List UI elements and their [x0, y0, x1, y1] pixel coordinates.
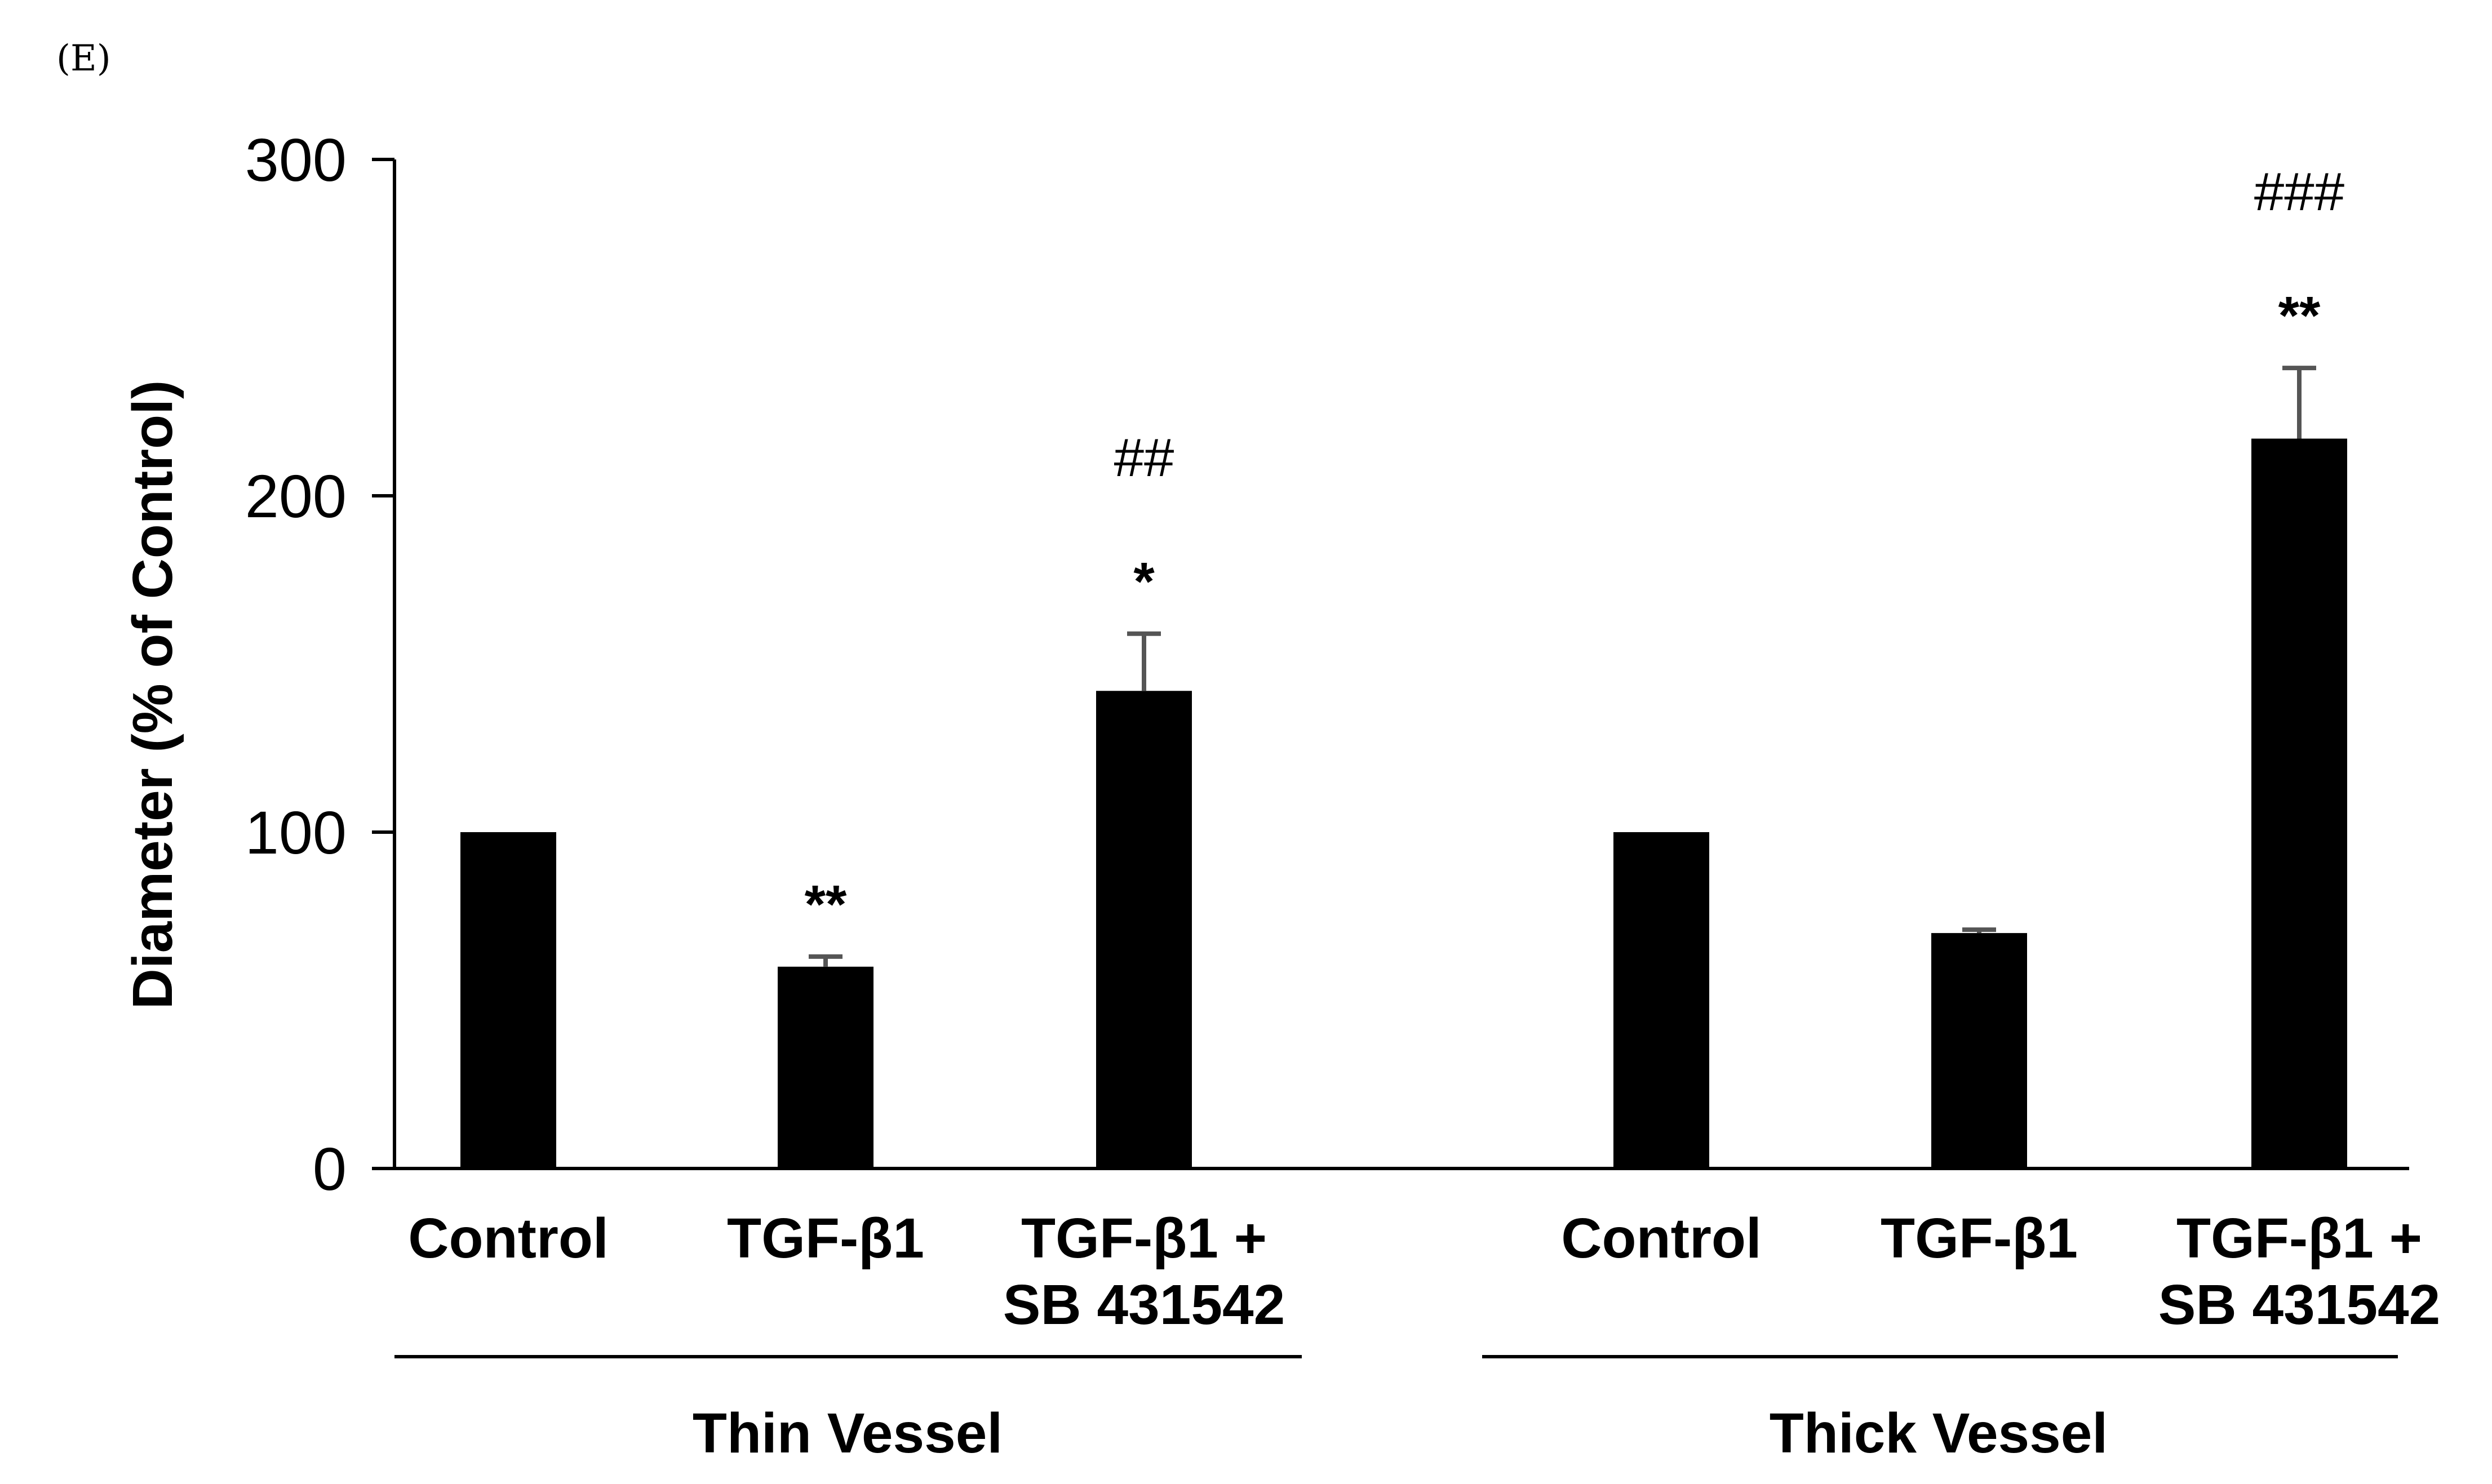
bar-thin-vessel-1	[778, 966, 873, 1168]
y-axis-title: Diameter (% of Control)	[121, 380, 184, 1010]
bar-thick-vessel-2	[2251, 438, 2347, 1168]
x-category-label: TGF-β1 +	[1021, 1207, 1267, 1270]
significance-hash: ##	[1114, 428, 1174, 488]
group-label: Thick Vessel	[1770, 1402, 2108, 1465]
x-category-label: Control	[408, 1207, 608, 1270]
group-label: Thin Vessel	[693, 1402, 1003, 1465]
significance-hash: ###	[2254, 162, 2344, 222]
significance-star: *	[1133, 552, 1155, 612]
chart-axes: 0 100 200 300 Diameter (% of Control)	[121, 126, 2409, 1203]
significance-star: **	[2278, 286, 2321, 346]
chart-bars	[460, 366, 2347, 1168]
x-category-label: SB 431542	[2158, 1273, 2440, 1336]
bar-thick-vessel-1	[1931, 933, 2027, 1168]
x-category-label: TGF-β1 +	[2176, 1207, 2422, 1270]
significance-star: **	[805, 874, 847, 935]
x-category-label: TGF-β1	[727, 1207, 924, 1270]
x-category-label: Control	[1561, 1207, 1761, 1270]
x-category-label: TGF-β1	[1881, 1207, 2078, 1270]
panel-label: (E)	[56, 38, 111, 79]
bar-thin-vessel-2	[1096, 691, 1192, 1168]
bar-thick-vessel-0	[1613, 832, 1709, 1168]
chart-labels: Control**TGF-β1*##TGF-β1 +SB 431542Thin …	[394, 162, 2440, 1465]
y-tick-label: 0	[313, 1135, 347, 1203]
bar-thin-vessel-0	[460, 832, 556, 1168]
y-tick-label: 100	[245, 798, 347, 867]
y-tick-label: 300	[245, 126, 347, 194]
y-tick-label: 200	[245, 462, 347, 530]
x-category-label: SB 431542	[1003, 1273, 1285, 1336]
